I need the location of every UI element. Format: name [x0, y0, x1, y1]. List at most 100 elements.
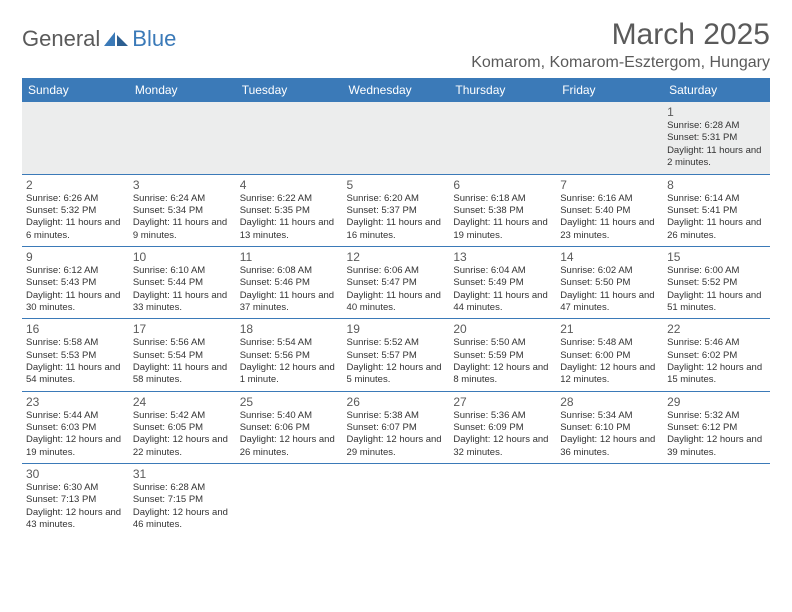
- calendar-day-cell: 13Sunrise: 6:04 AMSunset: 5:49 PMDayligh…: [449, 246, 556, 318]
- day-number: 13: [453, 250, 552, 264]
- day-info: Sunrise: 6:02 AMSunset: 5:50 PMDaylight:…: [560, 265, 659, 314]
- calendar-day-cell: [663, 464, 770, 536]
- day-info: Sunrise: 5:40 AMSunset: 6:06 PMDaylight:…: [240, 410, 339, 459]
- calendar-day-cell: 31Sunrise: 6:28 AMSunset: 7:15 PMDayligh…: [129, 464, 236, 536]
- day-info: Sunrise: 5:48 AMSunset: 6:00 PMDaylight:…: [560, 337, 659, 386]
- calendar-day-cell: 7Sunrise: 6:16 AMSunset: 5:40 PMDaylight…: [556, 174, 663, 246]
- day-info: Sunrise: 6:30 AMSunset: 7:13 PMDaylight:…: [26, 482, 125, 531]
- day-info: Sunrise: 5:52 AMSunset: 5:57 PMDaylight:…: [347, 337, 446, 386]
- calendar-day-cell: [22, 102, 129, 174]
- calendar-day-cell: [449, 464, 556, 536]
- day-number: 25: [240, 395, 339, 409]
- day-info: Sunrise: 6:06 AMSunset: 5:47 PMDaylight:…: [347, 265, 446, 314]
- calendar-week-row: 30Sunrise: 6:30 AMSunset: 7:13 PMDayligh…: [22, 464, 770, 536]
- calendar-day-cell: [129, 102, 236, 174]
- day-info: Sunrise: 6:26 AMSunset: 5:32 PMDaylight:…: [26, 193, 125, 242]
- day-info: Sunrise: 5:38 AMSunset: 6:07 PMDaylight:…: [347, 410, 446, 459]
- calendar-day-cell: [449, 102, 556, 174]
- calendar-day-cell: 17Sunrise: 5:56 AMSunset: 5:54 PMDayligh…: [129, 319, 236, 391]
- day-number: 19: [347, 322, 446, 336]
- day-number: 26: [347, 395, 446, 409]
- day-info: Sunrise: 6:18 AMSunset: 5:38 PMDaylight:…: [453, 193, 552, 242]
- calendar-day-cell: 2Sunrise: 6:26 AMSunset: 5:32 PMDaylight…: [22, 174, 129, 246]
- day-number: 6: [453, 178, 552, 192]
- calendar-day-cell: 12Sunrise: 6:06 AMSunset: 5:47 PMDayligh…: [343, 246, 450, 318]
- calendar-day-cell: 3Sunrise: 6:24 AMSunset: 5:34 PMDaylight…: [129, 174, 236, 246]
- calendar-day-cell: 25Sunrise: 5:40 AMSunset: 6:06 PMDayligh…: [236, 391, 343, 463]
- day-info: Sunrise: 6:20 AMSunset: 5:37 PMDaylight:…: [347, 193, 446, 242]
- day-number: 14: [560, 250, 659, 264]
- day-info: Sunrise: 6:08 AMSunset: 5:46 PMDaylight:…: [240, 265, 339, 314]
- calendar-day-cell: 16Sunrise: 5:58 AMSunset: 5:53 PMDayligh…: [22, 319, 129, 391]
- dow-friday: Friday: [556, 78, 663, 102]
- location-text: Komarom, Komarom-Esztergom, Hungary: [471, 54, 770, 72]
- calendar-table: Sunday Monday Tuesday Wednesday Thursday…: [22, 78, 770, 536]
- calendar-day-cell: 5Sunrise: 6:20 AMSunset: 5:37 PMDaylight…: [343, 174, 450, 246]
- day-info: Sunrise: 5:50 AMSunset: 5:59 PMDaylight:…: [453, 337, 552, 386]
- calendar-week-row: 1Sunrise: 6:28 AMSunset: 5:31 PMDaylight…: [22, 102, 770, 174]
- day-info: Sunrise: 6:10 AMSunset: 5:44 PMDaylight:…: [133, 265, 232, 314]
- day-info: Sunrise: 5:34 AMSunset: 6:10 PMDaylight:…: [560, 410, 659, 459]
- calendar-week-row: 9Sunrise: 6:12 AMSunset: 5:43 PMDaylight…: [22, 246, 770, 318]
- month-title: March 2025: [471, 18, 770, 52]
- calendar-day-cell: 19Sunrise: 5:52 AMSunset: 5:57 PMDayligh…: [343, 319, 450, 391]
- calendar-day-cell: 22Sunrise: 5:46 AMSunset: 6:02 PMDayligh…: [663, 319, 770, 391]
- day-info: Sunrise: 5:36 AMSunset: 6:09 PMDaylight:…: [453, 410, 552, 459]
- calendar-day-cell: 20Sunrise: 5:50 AMSunset: 5:59 PMDayligh…: [449, 319, 556, 391]
- day-number: 28: [560, 395, 659, 409]
- day-info: Sunrise: 6:04 AMSunset: 5:49 PMDaylight:…: [453, 265, 552, 314]
- day-number: 1: [667, 105, 766, 119]
- logo-sail-icon: [102, 30, 130, 48]
- calendar-week-row: 2Sunrise: 6:26 AMSunset: 5:32 PMDaylight…: [22, 174, 770, 246]
- title-block: March 2025 Komarom, Komarom-Esztergom, H…: [471, 18, 770, 72]
- calendar-day-cell: [343, 102, 450, 174]
- day-info: Sunrise: 6:22 AMSunset: 5:35 PMDaylight:…: [240, 193, 339, 242]
- day-number: 21: [560, 322, 659, 336]
- calendar-day-cell: 28Sunrise: 5:34 AMSunset: 6:10 PMDayligh…: [556, 391, 663, 463]
- calendar-day-cell: 11Sunrise: 6:08 AMSunset: 5:46 PMDayligh…: [236, 246, 343, 318]
- calendar-day-cell: [343, 464, 450, 536]
- day-number: 30: [26, 467, 125, 481]
- calendar-day-cell: [236, 464, 343, 536]
- day-info: Sunrise: 5:46 AMSunset: 6:02 PMDaylight:…: [667, 337, 766, 386]
- calendar-page: General Blue March 2025 Komarom, Komarom…: [0, 0, 792, 546]
- logo-text-general: General: [22, 26, 100, 52]
- calendar-day-cell: [556, 464, 663, 536]
- dow-tuesday: Tuesday: [236, 78, 343, 102]
- calendar-day-cell: [556, 102, 663, 174]
- day-number: 10: [133, 250, 232, 264]
- logo-text-blue: Blue: [132, 26, 176, 52]
- dow-sunday: Sunday: [22, 78, 129, 102]
- day-info: Sunrise: 6:24 AMSunset: 5:34 PMDaylight:…: [133, 193, 232, 242]
- dow-saturday: Saturday: [663, 78, 770, 102]
- day-number: 22: [667, 322, 766, 336]
- day-number: 8: [667, 178, 766, 192]
- calendar-week-row: 23Sunrise: 5:44 AMSunset: 6:03 PMDayligh…: [22, 391, 770, 463]
- day-info: Sunrise: 5:58 AMSunset: 5:53 PMDaylight:…: [26, 337, 125, 386]
- day-number: 20: [453, 322, 552, 336]
- day-number: 4: [240, 178, 339, 192]
- logo: General Blue: [22, 26, 176, 52]
- day-info: Sunrise: 6:28 AMSunset: 5:31 PMDaylight:…: [667, 120, 766, 169]
- calendar-body: 1Sunrise: 6:28 AMSunset: 5:31 PMDaylight…: [22, 102, 770, 536]
- day-number: 7: [560, 178, 659, 192]
- day-number: 27: [453, 395, 552, 409]
- day-number: 31: [133, 467, 232, 481]
- day-info: Sunrise: 6:12 AMSunset: 5:43 PMDaylight:…: [26, 265, 125, 314]
- header: General Blue March 2025 Komarom, Komarom…: [22, 18, 770, 72]
- day-number: 9: [26, 250, 125, 264]
- day-info: Sunrise: 6:16 AMSunset: 5:40 PMDaylight:…: [560, 193, 659, 242]
- day-number: 5: [347, 178, 446, 192]
- day-info: Sunrise: 5:44 AMSunset: 6:03 PMDaylight:…: [26, 410, 125, 459]
- calendar-day-cell: [236, 102, 343, 174]
- day-info: Sunrise: 5:56 AMSunset: 5:54 PMDaylight:…: [133, 337, 232, 386]
- calendar-day-cell: 27Sunrise: 5:36 AMSunset: 6:09 PMDayligh…: [449, 391, 556, 463]
- calendar-day-cell: 15Sunrise: 6:00 AMSunset: 5:52 PMDayligh…: [663, 246, 770, 318]
- day-number: 18: [240, 322, 339, 336]
- day-number: 29: [667, 395, 766, 409]
- calendar-day-cell: 29Sunrise: 5:32 AMSunset: 6:12 PMDayligh…: [663, 391, 770, 463]
- calendar-day-cell: 8Sunrise: 6:14 AMSunset: 5:41 PMDaylight…: [663, 174, 770, 246]
- day-number: 15: [667, 250, 766, 264]
- calendar-day-cell: 30Sunrise: 6:30 AMSunset: 7:13 PMDayligh…: [22, 464, 129, 536]
- day-number: 3: [133, 178, 232, 192]
